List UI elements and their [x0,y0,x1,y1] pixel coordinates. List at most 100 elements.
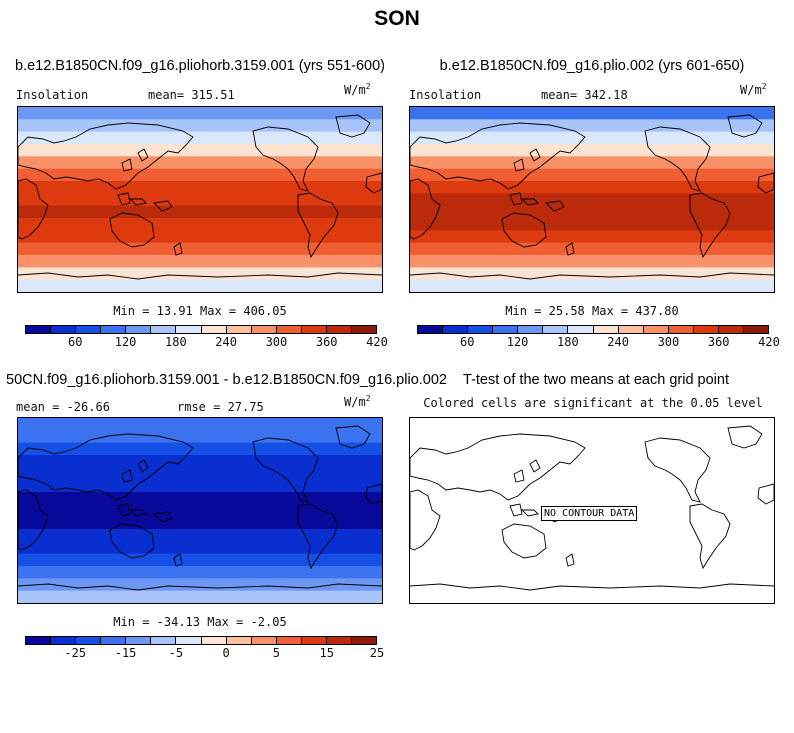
lat-band [18,144,382,157]
colorbar-swatch [352,637,377,644]
lat-band [18,442,382,456]
colorbar-tick-label: 5 [272,646,281,660]
colorbar-tick-label: 60 [460,335,475,349]
colorbar-tick-label: -25 [64,646,87,660]
colorbar-swatch [276,637,302,644]
coastline [117,192,131,206]
coastline [513,158,525,172]
colorbar-swatch [352,326,377,333]
lat-band [410,218,774,231]
colorbar-swatch [101,326,127,333]
lat-band [18,205,382,219]
coastline [117,503,131,517]
lat-band [18,553,382,567]
coastline [252,437,319,503]
colorbar-tick-label: 120 [114,335,137,349]
coastline [128,198,147,206]
colorbar-top-left [25,325,377,334]
colorbar-swatch [201,637,227,644]
colorbar-swatch [693,326,719,333]
colorbar-swatch [51,637,77,644]
colorbar-swatch [26,637,52,644]
colorbar-swatch [101,637,127,644]
lat-band [410,267,774,281]
no-contour-data-label: NO CONTOUR DATA [541,506,638,521]
panel-d-map: NO CONTOUR DATA [409,417,775,604]
lat-band [410,144,774,157]
colorbar-tick-label: 420 [366,335,388,349]
lat-band [18,467,382,481]
panel-c-units: W/m2 [344,394,371,409]
colorbar-swatch [176,637,202,644]
colorbar-tick-label: 240 [607,335,629,349]
coastline [410,272,774,280]
colorbar-tick-label: 420 [758,335,780,349]
coastline [297,192,339,259]
colorbar-swatch [643,326,669,333]
colorbar-tick-label: -15 [114,646,137,660]
colorbar-swatch [151,637,177,644]
coastline [18,272,382,280]
colorbar-swatch [518,326,544,333]
lat-band [18,279,382,292]
lat-band [18,131,382,145]
lat-band [18,193,382,207]
coastline [689,192,731,259]
colorbar-swatch [568,326,594,333]
lat-band [18,590,382,603]
lat-band [18,242,382,256]
colorbar-swatch [668,326,694,333]
coastline [173,553,183,567]
lat-band [18,267,382,281]
lat-band [18,578,382,592]
lat-band [18,218,382,231]
colorbar-swatch [251,637,277,644]
panel-c-mean: mean = -26.66 [16,400,110,414]
coastline [18,489,49,551]
panel-c-title: 50CN.f09_g16.pliohorb.3159.001 - b.e12.B… [6,372,447,388]
coastline [335,114,371,138]
colorbar-diff [25,636,377,645]
coastline [529,459,541,473]
lat-band [18,479,382,493]
colorbar-swatch [226,637,252,644]
lat-band [18,566,382,579]
coastline [410,178,441,240]
lat-band [18,156,382,170]
lat-band [18,418,382,431]
colorbar-swatch [326,637,353,644]
colorbar-swatch [51,326,77,333]
colorbar-swatch [251,326,277,333]
lat-band [18,430,382,444]
lat-band [18,168,382,182]
lat-band [18,541,382,555]
coastline [644,437,711,503]
coastline [18,122,194,190]
coastline [727,425,763,449]
coastline [18,583,382,591]
colorbar-swatch [201,326,227,333]
coastline [335,425,371,449]
coastline [520,509,539,517]
panel-b-map [409,106,775,293]
coastline [513,469,525,483]
coastline [18,178,49,240]
lat-band [410,156,774,170]
colorbar-swatch [618,326,644,333]
panel-a-variable-label: Insolation [16,88,89,102]
colorbar-top-right [417,325,769,334]
colorbar-swatch [26,326,52,333]
colorbar-swatch [593,326,619,333]
panel-a-mean: mean= 315.51 [148,88,235,102]
coastline [137,148,149,162]
coastline [565,242,575,256]
colorbar-swatch [76,326,102,333]
colorbar-tick-label: 300 [265,335,288,349]
coastline [565,553,575,567]
colorbar-swatch [76,637,102,644]
panel-a-minmax: Min = 13.91 Max = 406.05 [113,304,287,318]
colorbar-tick-label: 300 [657,335,680,349]
panel-b-minmax: Min = 25.58 Max = 437.80 [505,304,679,318]
coastline [128,509,147,517]
